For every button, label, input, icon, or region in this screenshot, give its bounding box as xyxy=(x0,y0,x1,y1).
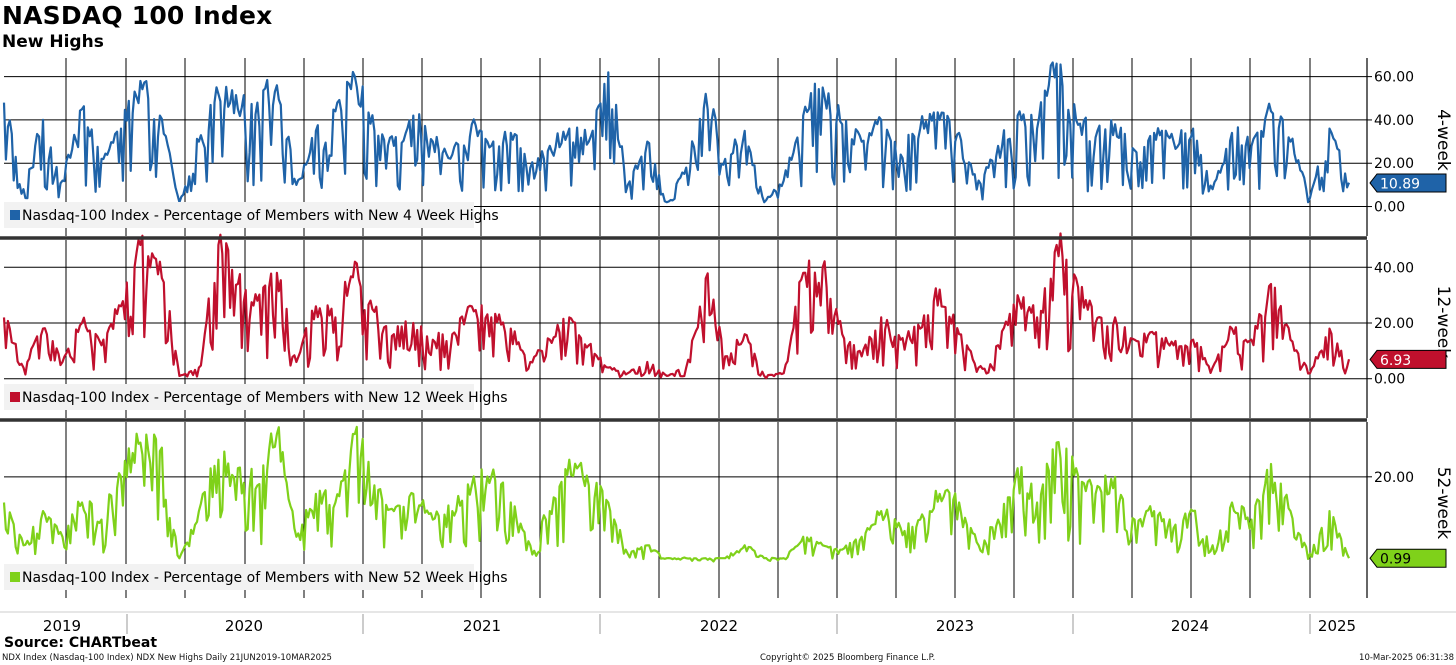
legend-label: Nasdaq-100 Index - Percentage of Members… xyxy=(22,208,499,224)
legend-swatch xyxy=(10,392,20,402)
y-tick-label: 0.00 xyxy=(1374,200,1405,216)
legend-label: Nasdaq-100 Index - Percentage of Members… xyxy=(22,390,508,406)
series-line-52-week xyxy=(2,425,1351,563)
y-tick-label: 40.00 xyxy=(1374,113,1414,129)
panel-axis-label: 52-week xyxy=(1433,467,1453,540)
series-line-12-week xyxy=(2,232,1351,380)
x-tick-label: 2019 xyxy=(43,617,81,635)
legend-background xyxy=(4,564,474,590)
y-tick-label: 40.00 xyxy=(1374,260,1414,276)
last-value-tag-shape xyxy=(1369,349,1447,369)
legend-label: Nasdaq-100 Index - Percentage of Members… xyxy=(22,570,508,586)
x-tick-label: 2023 xyxy=(936,617,974,635)
last-value-tag-shape xyxy=(1369,173,1447,193)
panel-axis-label: 12-week xyxy=(1433,286,1453,359)
legend: Nasdaq-100 Index - Percentage of Members… xyxy=(4,564,508,590)
y-tick-label: 20.00 xyxy=(1374,316,1414,332)
y-tick-label: 60.00 xyxy=(1374,70,1414,86)
series-line-4-week xyxy=(2,61,1351,204)
panel-12-week: 0.00 20.00 40.00 12-week 6.93 Nasdaq-100 Inde… xyxy=(2,232,1453,418)
panel-52-week: 20.00 52-week 0.99 Nasdaq-100 Index - Perce… xyxy=(2,422,1453,598)
source-label: Source: CHARTbeat xyxy=(4,635,158,651)
y-tick-label: 0.00 xyxy=(1374,372,1405,388)
legend-swatch xyxy=(10,572,20,582)
last-value-text: 10.89 xyxy=(1380,176,1420,192)
chart-title: NASDAQ 100 Index xyxy=(2,1,273,30)
x-tick-label: 2021 xyxy=(463,617,501,635)
footer-copyright: Copyright© 2025 Bloomberg Finance L.P. xyxy=(760,653,936,663)
x-tick-label: 2024 xyxy=(1171,617,1209,635)
last-value-text: 0.99 xyxy=(1380,552,1411,568)
y-tick-label: 20.00 xyxy=(1374,470,1414,486)
panel-4-week: 0.00 20.00 40.00 60.00 4-week 10.89 Nasdaq-100… xyxy=(2,58,1453,236)
last-value-tag: 6.93 xyxy=(1369,349,1447,369)
x-tick-label: 2022 xyxy=(700,617,738,635)
x-tick-label: 2025 xyxy=(1318,617,1356,635)
y-tick-label: 20.00 xyxy=(1374,156,1414,172)
footer-timestamp: 10-Mar-2025 06:31:38 xyxy=(1359,653,1454,663)
legend: Nasdaq-100 Index - Percentage of Members… xyxy=(4,384,508,410)
chart-subtitle: New Highs xyxy=(2,32,104,52)
footer-ticker-info: NDX Index (Nasdaq-100 Index) NDX New Hig… xyxy=(2,653,332,663)
legend-swatch xyxy=(10,210,20,220)
legend: Nasdaq-100 Index - Percentage of Members… xyxy=(4,202,499,228)
last-value-tag: 10.89 xyxy=(1369,173,1447,193)
x-tick-label: 2020 xyxy=(225,617,263,635)
last-value-text: 6.93 xyxy=(1380,353,1411,369)
legend-background xyxy=(4,384,474,410)
panel-axis-label: 4-week xyxy=(1433,109,1453,171)
last-value-tag-shape xyxy=(1369,548,1447,568)
legend-background xyxy=(4,202,474,228)
last-value-tag: 0.99 xyxy=(1369,548,1447,568)
